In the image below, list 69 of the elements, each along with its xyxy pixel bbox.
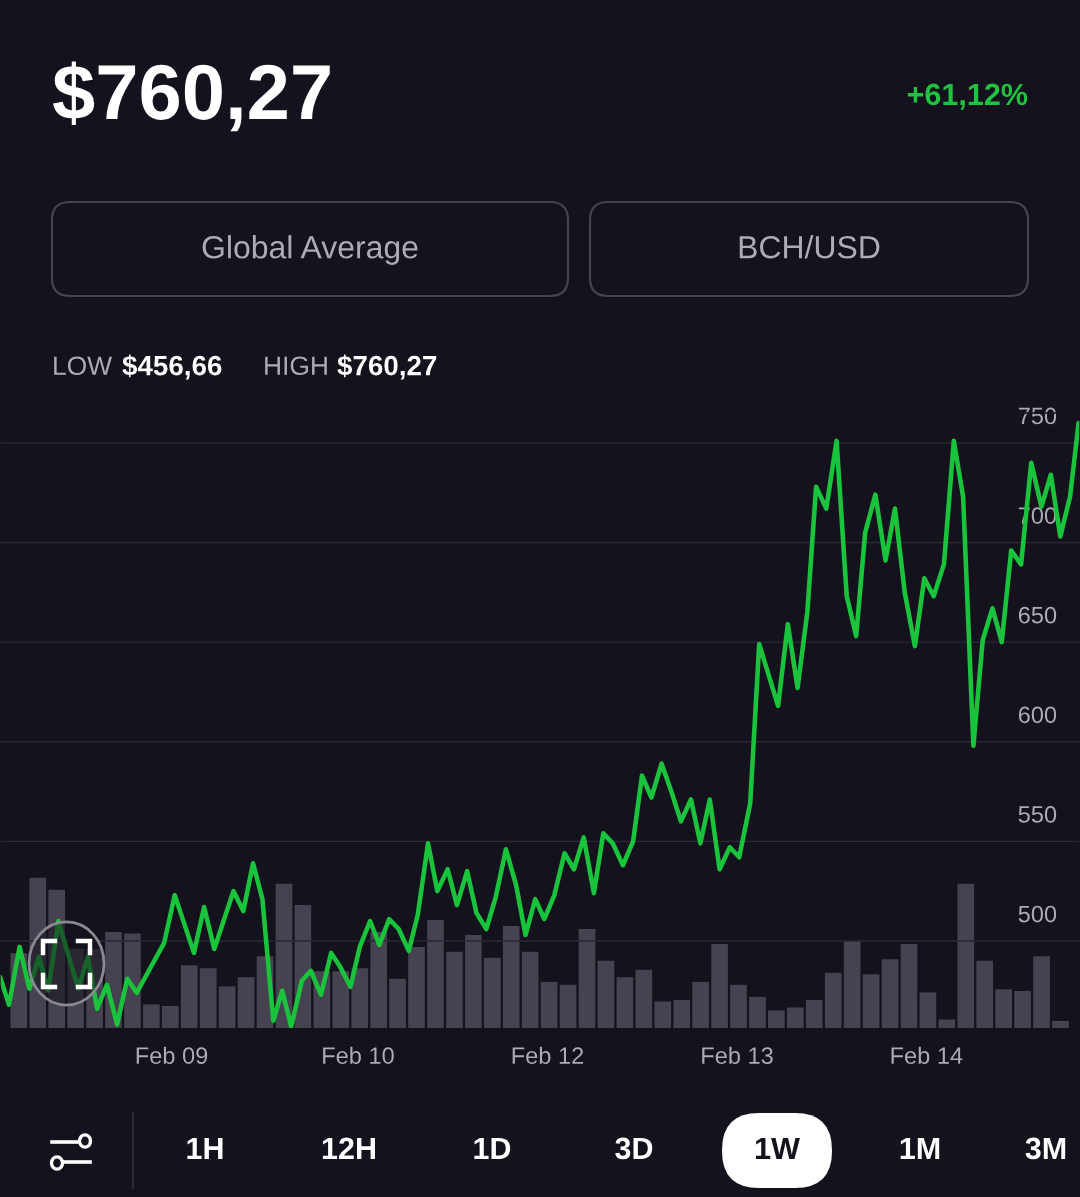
bar <box>768 1010 785 1029</box>
x-tick-label: Feb 09 <box>136 1046 208 1064</box>
bar <box>502 926 520 1029</box>
bar <box>711 944 728 1029</box>
bar <box>1052 1021 1069 1029</box>
text: $760,27 <box>53 61 330 132</box>
bar <box>237 977 255 1029</box>
bar <box>218 986 236 1029</box>
text: 12H <box>322 1137 375 1159</box>
y-tick-label: 650 <box>1018 606 1057 624</box>
text: BCH/USD <box>739 235 880 259</box>
bar <box>881 959 899 1029</box>
bar <box>332 971 350 1029</box>
bar <box>540 981 558 1029</box>
bar <box>692 981 709 1029</box>
text: +61,12% <box>907 83 1028 110</box>
bar <box>427 919 444 1029</box>
bar <box>635 969 653 1029</box>
text: 1H <box>187 1137 223 1159</box>
bar <box>995 989 1013 1029</box>
bar <box>161 1005 179 1029</box>
bar <box>919 992 937 1029</box>
bar <box>673 999 691 1029</box>
bar <box>465 935 482 1029</box>
bar <box>843 941 861 1029</box>
y-tick-label: 550 <box>1018 806 1057 823</box>
bar <box>976 960 994 1029</box>
bar <box>957 883 975 1029</box>
text: LOW <box>54 356 113 376</box>
bar <box>143 1004 160 1029</box>
bar <box>862 974 880 1029</box>
bar <box>1014 990 1031 1029</box>
bar <box>351 968 369 1029</box>
text: 3D <box>615 1137 653 1160</box>
bar <box>483 957 501 1029</box>
bar <box>389 978 406 1029</box>
text: 3M <box>1025 1137 1066 1160</box>
bar <box>199 968 217 1029</box>
bar <box>749 996 766 1029</box>
x-tick-label: Feb 10 <box>323 1046 394 1064</box>
text: 1M <box>900 1137 940 1159</box>
bar <box>446 951 463 1029</box>
text: 1D <box>474 1137 511 1159</box>
bar <box>787 1007 804 1029</box>
bar <box>578 929 596 1029</box>
text: Global Average <box>202 235 418 265</box>
text: $456,66 <box>122 354 222 380</box>
bar <box>521 951 539 1029</box>
x-tick-label: Feb 12 <box>512 1046 584 1064</box>
bar <box>180 965 198 1029</box>
bar <box>1033 956 1050 1029</box>
bar <box>730 984 747 1029</box>
x-tick-label: Feb 14 <box>891 1046 963 1064</box>
bar <box>408 947 425 1029</box>
x-tick-label: Feb 13 <box>702 1046 773 1064</box>
bar <box>616 977 634 1029</box>
bar <box>824 972 842 1029</box>
bar <box>654 1001 672 1029</box>
bar <box>370 932 387 1029</box>
chart-title: $760,27 <box>337 354 437 380</box>
y-tick-label: 500 <box>1018 905 1057 923</box>
y-tick-label: 750 <box>1018 407 1057 425</box>
bar <box>597 960 615 1029</box>
text: HIGH <box>265 356 327 376</box>
bar <box>559 984 577 1029</box>
bar <box>805 999 823 1029</box>
bar <box>900 944 918 1029</box>
y-tick-label: 600 <box>1018 706 1057 724</box>
text: 1W <box>756 1137 800 1159</box>
